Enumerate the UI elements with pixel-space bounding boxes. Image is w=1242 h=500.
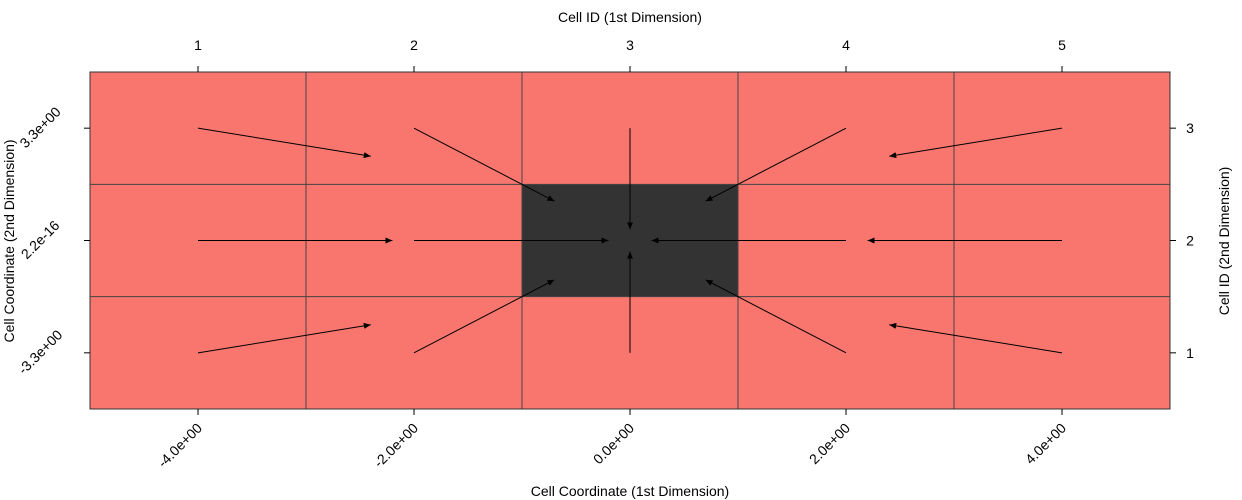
arrow-9	[197, 322, 371, 354]
y-left-axis-title: Cell Coordinate (2nd Dimension)	[1, 139, 17, 342]
x-top-tick-label: 1	[194, 37, 202, 53]
x-bottom-tick-label: 0.0e+00	[590, 420, 638, 468]
arrows-layer	[197, 127, 1063, 354]
cell-5-3	[954, 72, 1170, 185]
y-left-tick-label: -3.3e+00	[15, 326, 66, 377]
x-top-tick-label: 5	[1058, 37, 1066, 53]
cell-1-3	[90, 72, 306, 185]
y-left-tick-label: 3.3e+00	[16, 103, 64, 151]
y-right-tick-label: 2	[1186, 233, 1194, 249]
arrow-1	[413, 127, 555, 202]
y-right-tick-label: 1	[1186, 345, 1194, 361]
arrow-10	[413, 279, 555, 354]
arrow-4	[889, 127, 1063, 159]
y-right-tick-label: 3	[1186, 120, 1194, 136]
x-top-tick-label: 2	[410, 37, 418, 53]
x-bottom-tick-label: -2.0e+00	[370, 420, 421, 471]
arrow-13	[889, 322, 1063, 354]
x-bottom-tick-label: -4.0e+00	[154, 420, 205, 471]
x-bottom-axis-title: Cell Coordinate (1st Dimension)	[531, 483, 729, 499]
ticks-layer	[84, 66, 1176, 415]
y-right-axis-title: Cell ID (2nd Dimension)	[1216, 167, 1232, 316]
x-top-axis-title: Cell ID (1st Dimension)	[558, 9, 702, 25]
arrow-12	[705, 279, 847, 354]
x-top-tick-label: 3	[626, 37, 634, 53]
x-top-tick-label: 4	[842, 37, 850, 53]
arrow-3	[705, 127, 847, 202]
x-bottom-tick-label: 2.0e+00	[806, 420, 854, 468]
y-left-tick-label: 2.2e-16	[18, 217, 63, 262]
x-bottom-tick-label: 4.0e+00	[1022, 420, 1070, 468]
arrow-0	[197, 127, 371, 159]
